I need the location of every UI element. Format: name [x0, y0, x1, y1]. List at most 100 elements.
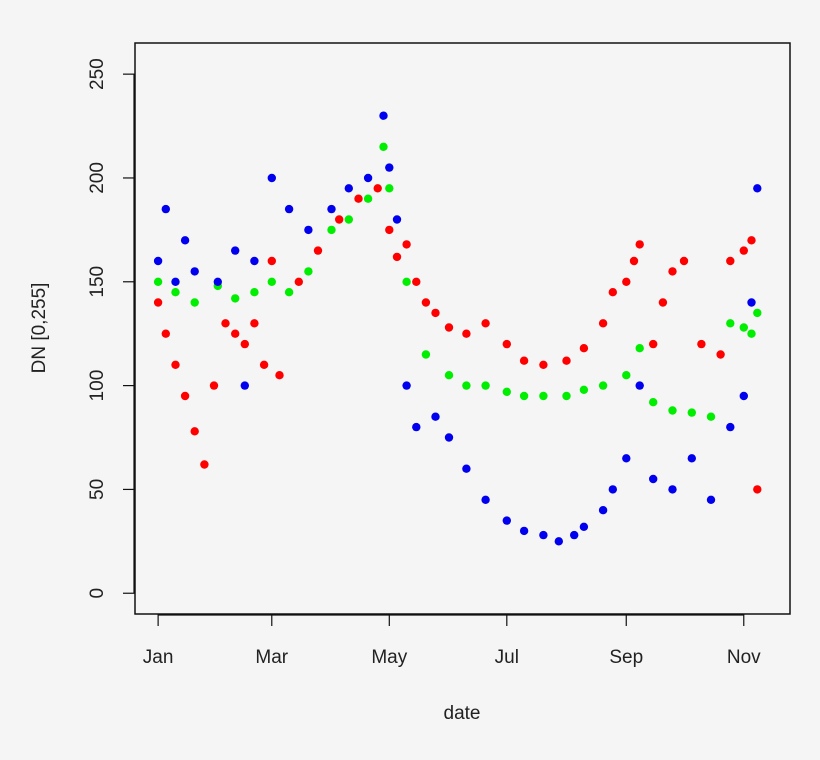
data-point-s0-42	[697, 339, 706, 349]
data-point-s0-33	[598, 319, 608, 328]
data-point-s1-32	[739, 323, 748, 332]
data-point-s1-15	[421, 350, 431, 359]
data-point-s2-29	[579, 522, 589, 531]
data-point-s2-20	[431, 412, 440, 421]
x-tick-label: Jul	[495, 647, 519, 668]
data-point-s1-24	[598, 381, 608, 390]
data-point-s2-38	[726, 422, 735, 432]
data-point-s0-35	[622, 277, 631, 286]
data-point-s2-26	[539, 530, 548, 540]
data-point-s2-14	[363, 173, 373, 183]
data-point-s1-21	[539, 391, 548, 401]
data-point-s1-29	[687, 408, 696, 417]
data-point-s1-16	[444, 371, 454, 380]
data-point-s2-8	[250, 256, 259, 266]
data-point-s0-23	[421, 298, 431, 307]
data-point-s0-44	[726, 256, 735, 266]
data-point-s0-45	[739, 246, 748, 255]
x-tick-label: Nov	[727, 647, 761, 668]
y-axis: 0 50 100 150 200 250	[87, 58, 135, 599]
data-point-s0-21	[402, 240, 411, 249]
data-point-s1-8	[304, 267, 313, 276]
data-point-s0-46	[747, 236, 756, 245]
data-point-s0-22	[412, 277, 421, 286]
data-point-s1-18	[481, 381, 490, 390]
data-point-s1-17	[462, 381, 471, 390]
data-point-s1-25	[622, 371, 631, 380]
data-point-s1-2	[190, 298, 199, 307]
y-axis-label: DN [0,255]	[29, 283, 50, 374]
data-point-s0-13	[275, 371, 284, 380]
data-point-s2-12	[327, 204, 336, 214]
data-point-s0-16	[335, 215, 344, 224]
data-point-s1-19	[502, 387, 511, 396]
data-point-s2-16	[385, 163, 394, 172]
data-point-s0-1	[161, 329, 170, 338]
data-point-s0-34	[608, 288, 617, 297]
data-point-s1-27	[649, 398, 658, 407]
data-point-s0-19	[385, 225, 394, 235]
data-point-s1-12	[379, 142, 388, 151]
data-point-s2-23	[481, 495, 490, 504]
data-point-s0-8	[231, 329, 240, 338]
data-point-s2-4	[190, 267, 199, 276]
data-point-s0-4	[190, 427, 199, 436]
data-point-s1-4	[231, 294, 240, 303]
data-point-s2-19	[412, 422, 421, 432]
data-point-s0-28	[502, 339, 511, 349]
data-point-s2-37	[706, 495, 716, 504]
data-point-s2-3	[180, 236, 190, 245]
data-point-s2-34	[649, 474, 658, 484]
data-point-s2-27	[554, 537, 563, 546]
data-point-s1-1	[171, 288, 180, 297]
y-tick-label: 250	[87, 58, 108, 90]
data-point-s2-0	[153, 256, 163, 266]
data-point-s2-39	[739, 391, 748, 401]
data-point-s2-22	[462, 464, 471, 473]
data-point-s2-33	[635, 381, 644, 390]
data-point-s1-11	[363, 194, 373, 203]
data-point-s1-31	[726, 319, 735, 328]
data-point-s2-13	[344, 184, 353, 193]
data-point-s1-20	[519, 391, 529, 401]
data-point-s1-33	[747, 329, 756, 338]
x-tick-label: Mar	[255, 647, 288, 668]
data-point-s0-31	[562, 356, 571, 365]
data-point-s1-26	[635, 344, 644, 353]
data-point-s2-28	[570, 530, 579, 540]
data-point-s2-11	[304, 225, 313, 235]
data-point-s2-10	[284, 204, 294, 214]
data-point-s2-7	[240, 381, 249, 390]
data-point-s0-38	[649, 339, 658, 349]
data-point-s0-29	[519, 356, 529, 365]
data-point-s2-30	[598, 506, 608, 515]
data-point-s0-15	[313, 246, 323, 255]
data-point-s1-6	[267, 277, 276, 286]
data-point-s0-27	[481, 319, 490, 328]
data-point-s2-6	[231, 246, 240, 255]
data-point-s2-31	[608, 485, 617, 494]
data-point-s2-15	[379, 111, 388, 120]
x-tick-label: Sep	[609, 647, 643, 668]
data-point-s2-2	[171, 277, 180, 286]
data-point-s0-5	[200, 460, 209, 469]
data-point-s2-36	[687, 454, 696, 463]
x-tick-label: May	[371, 647, 407, 668]
data-point-s1-10	[344, 215, 353, 224]
data-point-s1-22	[562, 391, 571, 401]
data-point-s0-7	[221, 319, 230, 328]
plot-frame	[134, 42, 791, 615]
data-point-s0-14	[294, 277, 303, 286]
data-point-s0-12	[267, 256, 276, 266]
data-point-s1-0	[153, 277, 163, 286]
data-point-s1-13	[385, 184, 394, 193]
data-point-s0-2	[171, 360, 180, 369]
data-point-s2-32	[622, 454, 631, 463]
data-points	[153, 111, 762, 546]
data-point-s0-26	[462, 329, 471, 338]
data-point-s2-25	[519, 526, 529, 536]
data-point-s0-20	[392, 252, 402, 262]
data-point-s2-17	[392, 215, 402, 224]
